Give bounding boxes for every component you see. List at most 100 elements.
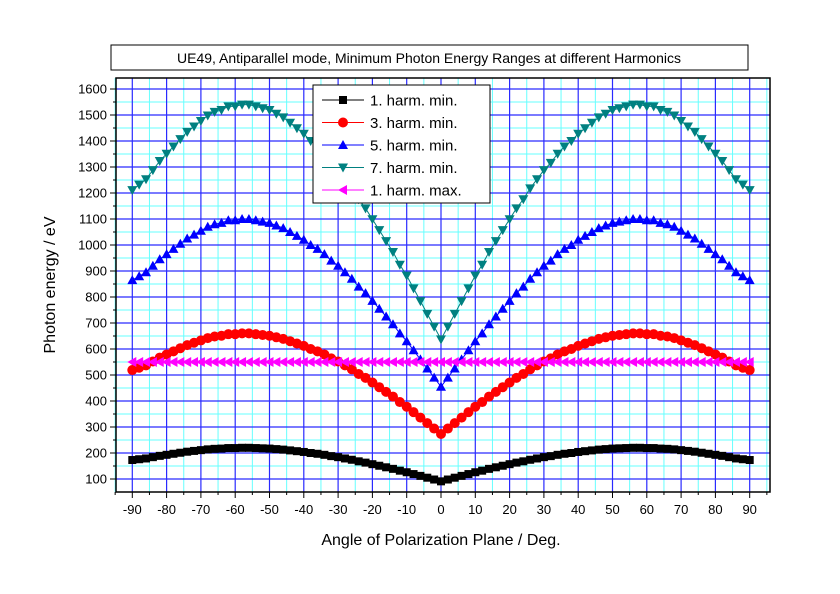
data-point bbox=[360, 204, 371, 214]
data-point bbox=[223, 102, 234, 112]
data-point bbox=[649, 444, 658, 453]
data-point bbox=[278, 357, 288, 367]
x-tick-label: 70 bbox=[674, 502, 688, 517]
data-point bbox=[162, 450, 171, 459]
data-point bbox=[161, 249, 172, 259]
data-point bbox=[689, 127, 700, 137]
data-point bbox=[292, 447, 301, 456]
data-point bbox=[251, 444, 260, 453]
data-point bbox=[573, 129, 584, 139]
data-point bbox=[382, 463, 391, 472]
data-point bbox=[580, 230, 591, 240]
data-point bbox=[230, 357, 240, 367]
data-point bbox=[429, 322, 440, 332]
data-point bbox=[491, 463, 500, 472]
data-point bbox=[320, 450, 329, 459]
data-point bbox=[559, 142, 570, 152]
data-point bbox=[333, 357, 343, 367]
data-point bbox=[394, 260, 405, 270]
data-point bbox=[347, 455, 356, 464]
legend-label: 3. harm. min. bbox=[370, 115, 458, 132]
data-point bbox=[574, 447, 583, 456]
data-point bbox=[353, 281, 364, 291]
data-point bbox=[134, 357, 144, 367]
data-point bbox=[655, 357, 665, 367]
data-point bbox=[710, 357, 720, 367]
data-point bbox=[374, 357, 384, 367]
data-point bbox=[545, 158, 556, 168]
data-point bbox=[518, 195, 529, 205]
data-point bbox=[559, 357, 569, 367]
y-tick-label: 1000 bbox=[78, 238, 107, 253]
data-point bbox=[505, 460, 514, 469]
data-point bbox=[553, 450, 562, 459]
data-point bbox=[730, 175, 741, 185]
data-point bbox=[189, 357, 199, 367]
data-point bbox=[415, 357, 425, 367]
data-point bbox=[676, 357, 686, 367]
data-point bbox=[326, 255, 337, 265]
data-point bbox=[567, 449, 576, 457]
x-axis-label: Angle of Polarization Plane / Deg. bbox=[321, 532, 560, 549]
data-point bbox=[354, 457, 363, 466]
data-point bbox=[306, 449, 315, 457]
data-point bbox=[744, 357, 754, 367]
data-point bbox=[690, 447, 699, 456]
data-point bbox=[271, 220, 282, 230]
data-point bbox=[552, 249, 563, 259]
data-point bbox=[704, 449, 713, 458]
data-point bbox=[285, 118, 296, 128]
data-point bbox=[127, 186, 138, 196]
data-point bbox=[142, 454, 151, 463]
data-point bbox=[182, 357, 192, 367]
y-tick-label: 300 bbox=[85, 420, 107, 435]
data-point bbox=[504, 295, 515, 305]
data-point bbox=[291, 124, 302, 134]
data-point bbox=[731, 454, 740, 463]
data-point bbox=[580, 357, 590, 367]
y-tick-label: 900 bbox=[85, 264, 107, 279]
data-point bbox=[189, 229, 200, 239]
data-point bbox=[429, 372, 440, 382]
data-point bbox=[182, 233, 193, 243]
data-point bbox=[195, 225, 206, 235]
data-point bbox=[209, 107, 220, 117]
data-point bbox=[484, 248, 495, 258]
data-point bbox=[134, 180, 145, 190]
data-point bbox=[629, 443, 638, 452]
data-point bbox=[442, 423, 453, 434]
data-point bbox=[628, 214, 639, 223]
data-point bbox=[511, 204, 522, 214]
data-point bbox=[141, 175, 152, 185]
data-point bbox=[532, 267, 543, 277]
data-point bbox=[628, 357, 638, 367]
data-point bbox=[662, 357, 672, 367]
data-point bbox=[387, 319, 398, 329]
data-point bbox=[223, 215, 234, 225]
data-point bbox=[696, 357, 706, 367]
data-point bbox=[210, 444, 219, 453]
data-point bbox=[224, 444, 233, 453]
data-point bbox=[607, 357, 617, 367]
data-point bbox=[155, 451, 164, 460]
data-point bbox=[250, 215, 261, 225]
legend-marker bbox=[338, 140, 348, 149]
y-tick-label: 100 bbox=[85, 472, 107, 487]
data-point bbox=[485, 464, 494, 473]
legend-label: 1. harm. max. bbox=[370, 183, 462, 200]
data-point bbox=[745, 456, 754, 465]
data-point bbox=[264, 217, 275, 227]
legend-marker bbox=[338, 117, 348, 128]
data-point bbox=[697, 448, 706, 457]
data-point bbox=[525, 273, 536, 283]
data-point bbox=[387, 391, 398, 402]
data-point bbox=[154, 157, 165, 167]
data-point bbox=[450, 473, 459, 482]
x-tick-label: -30 bbox=[329, 502, 348, 517]
data-point bbox=[580, 124, 591, 134]
data-point bbox=[526, 455, 535, 464]
data-point bbox=[408, 357, 418, 367]
data-point bbox=[305, 357, 315, 367]
data-point bbox=[484, 319, 495, 329]
